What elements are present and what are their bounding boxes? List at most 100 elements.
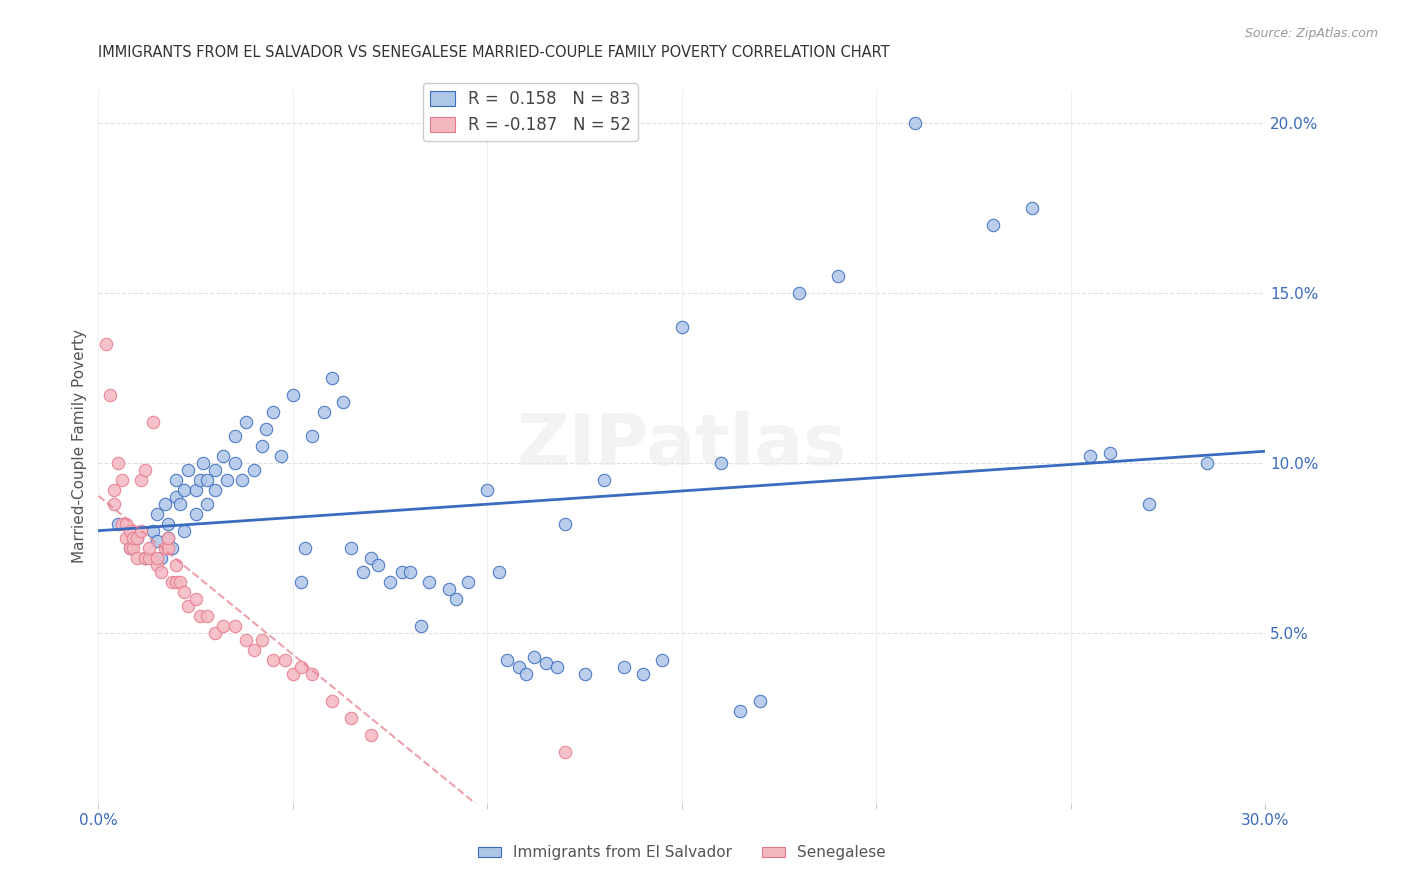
Point [153, 497, 176, 511]
Point [274, 653, 297, 667]
Point [177, 599, 200, 613]
Point [515, 666, 537, 681]
Point [98, 388, 121, 402]
Point [111, 473, 134, 487]
Point [235, 632, 257, 647]
Point [195, 608, 218, 623]
Point [195, 473, 218, 487]
Point [1080, 449, 1102, 463]
Point [523, 649, 546, 664]
Point [184, 483, 207, 498]
Point [301, 666, 323, 681]
Point [188, 473, 211, 487]
Point [1098, 446, 1121, 460]
Point [114, 531, 136, 545]
Point [367, 558, 389, 572]
Point [250, 439, 273, 453]
Point [262, 653, 284, 667]
Point [162, 541, 184, 555]
Point [321, 694, 343, 708]
Point [142, 524, 165, 538]
Point [224, 456, 246, 470]
Point [352, 565, 374, 579]
Point [554, 517, 576, 532]
Point [457, 574, 479, 589]
Point [290, 574, 312, 589]
Point [96, 337, 118, 351]
Point [904, 116, 927, 130]
Point [215, 473, 238, 487]
Point [270, 449, 292, 463]
Point [149, 565, 172, 579]
Point [153, 541, 176, 555]
Point [107, 517, 129, 532]
Point [340, 541, 363, 555]
Point [146, 558, 169, 572]
Point [127, 551, 149, 566]
Point [391, 565, 413, 579]
Point [243, 643, 266, 657]
Point [1195, 456, 1218, 470]
Point [321, 371, 343, 385]
Point [157, 531, 180, 545]
Point [398, 565, 420, 579]
Point [671, 320, 693, 334]
Point [262, 405, 284, 419]
Point [149, 551, 172, 566]
Point [184, 591, 207, 606]
Point [281, 388, 304, 402]
Point [195, 497, 218, 511]
Point [103, 483, 125, 498]
Point [127, 531, 149, 545]
Point [129, 473, 152, 487]
Point [827, 269, 849, 284]
Point [235, 415, 257, 429]
Point [134, 463, 156, 477]
Point [165, 574, 187, 589]
Point [165, 473, 187, 487]
Point [162, 574, 184, 589]
Point [134, 551, 156, 566]
Point [312, 405, 335, 419]
Point [281, 666, 304, 681]
Point [138, 551, 160, 566]
Point [360, 728, 382, 742]
Point [631, 666, 654, 681]
Point [173, 524, 195, 538]
Point [129, 524, 152, 538]
Text: ZIPatlas: ZIPatlas [517, 411, 846, 481]
Point [142, 415, 165, 429]
Point [103, 497, 125, 511]
Point [224, 429, 246, 443]
Point [212, 619, 235, 633]
Point [593, 473, 616, 487]
Text: Source: ZipAtlas.com: Source: ZipAtlas.com [1244, 27, 1378, 40]
Point [157, 531, 180, 545]
Point [477, 483, 499, 498]
Point [122, 541, 145, 555]
Point [243, 463, 266, 477]
Point [446, 591, 468, 606]
Point [146, 551, 169, 566]
Point [165, 558, 187, 572]
Point [146, 534, 169, 549]
Point [107, 456, 129, 470]
Point [118, 524, 141, 538]
Point [224, 619, 246, 633]
Point [165, 490, 187, 504]
Point [710, 456, 733, 470]
Point [250, 632, 273, 647]
Point [212, 449, 235, 463]
Point [173, 585, 195, 599]
Point [173, 483, 195, 498]
Point [981, 218, 1004, 232]
Point [495, 653, 517, 667]
Point [118, 541, 141, 555]
Point [787, 286, 810, 301]
Point [204, 463, 226, 477]
Point [411, 619, 433, 633]
Point [1021, 201, 1043, 215]
Point [301, 429, 323, 443]
Point [1137, 497, 1160, 511]
Point [613, 660, 636, 674]
